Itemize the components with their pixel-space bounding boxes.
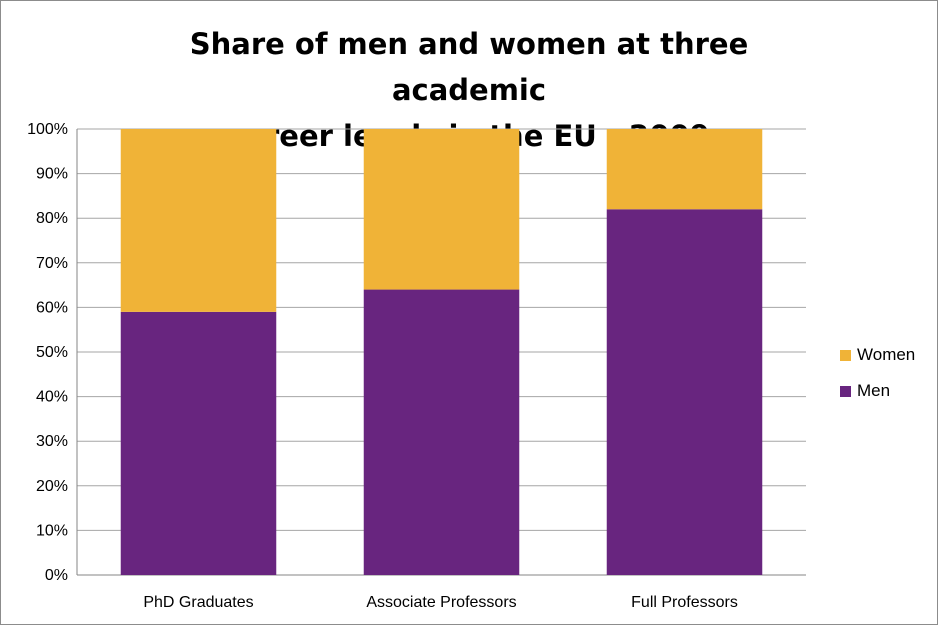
- legend-swatch-women: [840, 349, 851, 361]
- legend-item-men: Men: [840, 373, 915, 409]
- y-tick-label: 30%: [36, 433, 68, 450]
- legend-swatch-men: [840, 385, 851, 397]
- bar-women: [363, 129, 520, 290]
- chart-title-line-1: Share of men and women at three academic: [189, 27, 749, 107]
- y-tick-label: 70%: [36, 255, 68, 272]
- y-tick-label: 10%: [36, 522, 68, 539]
- bar-men: [363, 289, 520, 575]
- y-tick-label: 100%: [27, 121, 68, 138]
- legend-label-men: Men: [857, 381, 891, 400]
- y-tick-label: 20%: [36, 478, 68, 495]
- bar-women: [120, 129, 277, 312]
- y-tick-label: 50%: [36, 344, 68, 361]
- y-tick-label: 80%: [36, 210, 68, 227]
- legend-label-women: Women: [857, 345, 916, 364]
- x-tick-label: PhD Graduates: [143, 594, 253, 611]
- bar-women: [606, 129, 763, 210]
- y-tick-label: 90%: [36, 166, 68, 183]
- x-tick-label: Associate Professors: [366, 594, 516, 611]
- y-tick-label: 0%: [45, 567, 68, 584]
- legend-item-women: Women: [840, 337, 915, 373]
- bar-men: [606, 209, 763, 575]
- y-tick-label: 40%: [36, 389, 68, 406]
- y-tick-label: 60%: [36, 299, 68, 316]
- bar-men: [120, 311, 277, 575]
- chart-legend: Women Men: [840, 337, 915, 409]
- x-tick-label: Full Professors: [631, 594, 738, 611]
